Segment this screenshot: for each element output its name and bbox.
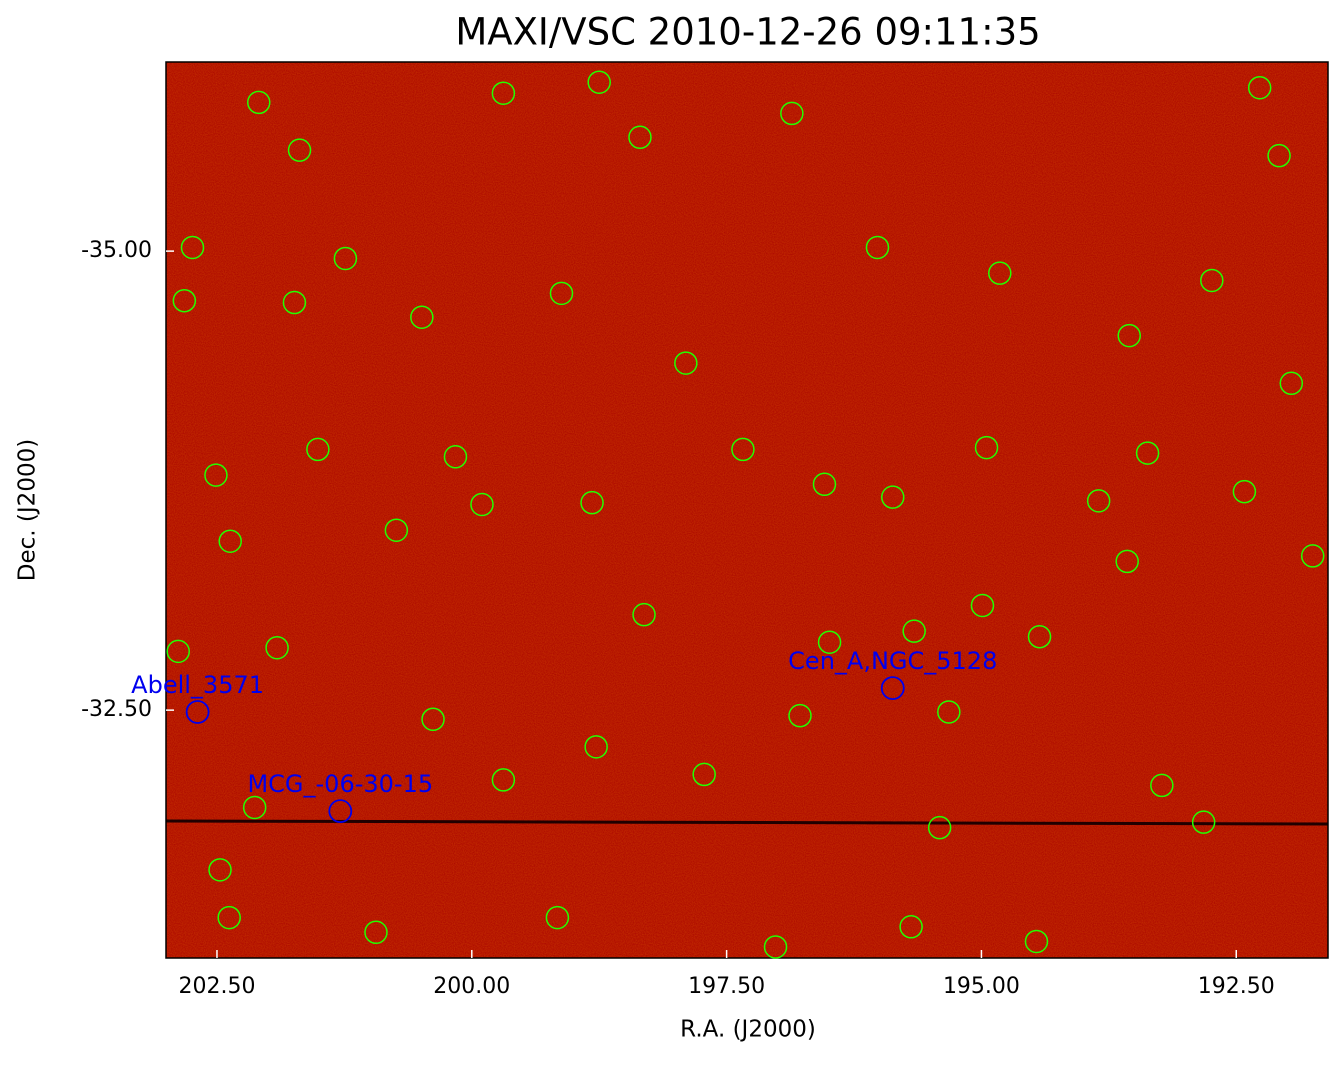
catalog-source bbox=[1027, 624, 1052, 649]
x-axis-label: R.A. (J2000) bbox=[680, 1017, 816, 1043]
y-tick-label: -35.00 bbox=[81, 238, 152, 263]
catalog-source bbox=[545, 905, 570, 930]
x-tick-label: 202.50 bbox=[178, 974, 255, 999]
catalog-source bbox=[788, 703, 812, 728]
catalog-source bbox=[306, 437, 330, 462]
catalog-source bbox=[580, 490, 604, 515]
catalog-source bbox=[1267, 143, 1291, 168]
catalog-source bbox=[731, 437, 755, 462]
catalog-source bbox=[166, 639, 190, 664]
catalog-source bbox=[692, 762, 716, 787]
labeled-source bbox=[185, 700, 210, 724]
catalog-source bbox=[1115, 549, 1139, 574]
catalog-source bbox=[204, 463, 228, 487]
catalog-source bbox=[763, 935, 788, 959]
catalog-source bbox=[812, 472, 837, 497]
catalog-source bbox=[333, 246, 358, 271]
catalog-source bbox=[180, 235, 205, 260]
catalog-source bbox=[247, 90, 271, 115]
catalog-source bbox=[287, 138, 312, 162]
catalog-source bbox=[491, 768, 516, 792]
y-axis-label: Dec. (J2000) bbox=[15, 439, 41, 581]
source-label: Abell_3571 bbox=[131, 671, 264, 699]
labeled-source bbox=[328, 799, 353, 824]
catalog-source bbox=[1247, 75, 1272, 100]
catalog-source bbox=[364, 920, 388, 945]
catalog-source bbox=[172, 288, 197, 313]
catalog-source bbox=[470, 492, 494, 517]
detector-gap bbox=[165, 819, 1329, 826]
catalog-source bbox=[443, 445, 468, 469]
source-label: MCG_-06-30-15 bbox=[247, 770, 433, 798]
catalog-source bbox=[1232, 479, 1257, 504]
catalog-source bbox=[242, 795, 267, 820]
catalog-source bbox=[902, 619, 926, 643]
catalog-source bbox=[265, 635, 289, 660]
catalog-source bbox=[817, 630, 842, 654]
catalog-source bbox=[1117, 323, 1141, 348]
catalog-source bbox=[865, 235, 890, 260]
chart-title: MAXI/VSC 2010-12-26 09:11:35 bbox=[455, 11, 1040, 54]
catalog-source bbox=[549, 281, 574, 306]
catalog-source bbox=[628, 125, 652, 150]
catalog-source bbox=[899, 915, 923, 939]
y-tick-label: -32.50 bbox=[81, 697, 152, 722]
catalog-source bbox=[218, 529, 242, 553]
catalog-source bbox=[1200, 268, 1224, 293]
x-tick-label: 195.00 bbox=[943, 974, 1020, 999]
catalog-source bbox=[208, 858, 232, 882]
catalog-source bbox=[927, 815, 952, 840]
catalog-source bbox=[1024, 929, 1049, 954]
catalog-source bbox=[632, 602, 656, 627]
catalog-source bbox=[881, 485, 905, 509]
x-tick-label: 200.00 bbox=[433, 974, 510, 999]
catalog-source bbox=[1150, 773, 1174, 798]
catalog-source bbox=[282, 290, 307, 315]
plot-frame bbox=[165, 61, 1329, 959]
catalog-source bbox=[1191, 810, 1216, 834]
catalog-source bbox=[937, 700, 961, 724]
catalog-source bbox=[384, 518, 409, 542]
catalog-source bbox=[674, 351, 698, 375]
catalog-source bbox=[970, 593, 995, 618]
labeled-source bbox=[880, 676, 905, 700]
catalog-source bbox=[988, 261, 1012, 285]
catalog-source bbox=[1135, 441, 1160, 465]
catalog-source bbox=[491, 81, 516, 105]
catalog-source bbox=[780, 101, 804, 126]
catalog-source bbox=[410, 305, 434, 329]
x-tick-label: 192.50 bbox=[1198, 974, 1275, 999]
catalog-source bbox=[421, 707, 445, 732]
catalog-source bbox=[1086, 489, 1111, 513]
source-label: Cen_A,NGC_5128 bbox=[788, 647, 997, 675]
image-noise bbox=[166, 62, 1328, 958]
catalog-source bbox=[584, 735, 608, 759]
catalog-source bbox=[1300, 544, 1325, 568]
x-tick-label: 197.50 bbox=[688, 974, 765, 999]
catalog-source bbox=[974, 435, 999, 460]
catalog-source bbox=[217, 905, 241, 930]
catalog-source bbox=[1279, 371, 1304, 396]
catalog-source bbox=[587, 70, 611, 94]
